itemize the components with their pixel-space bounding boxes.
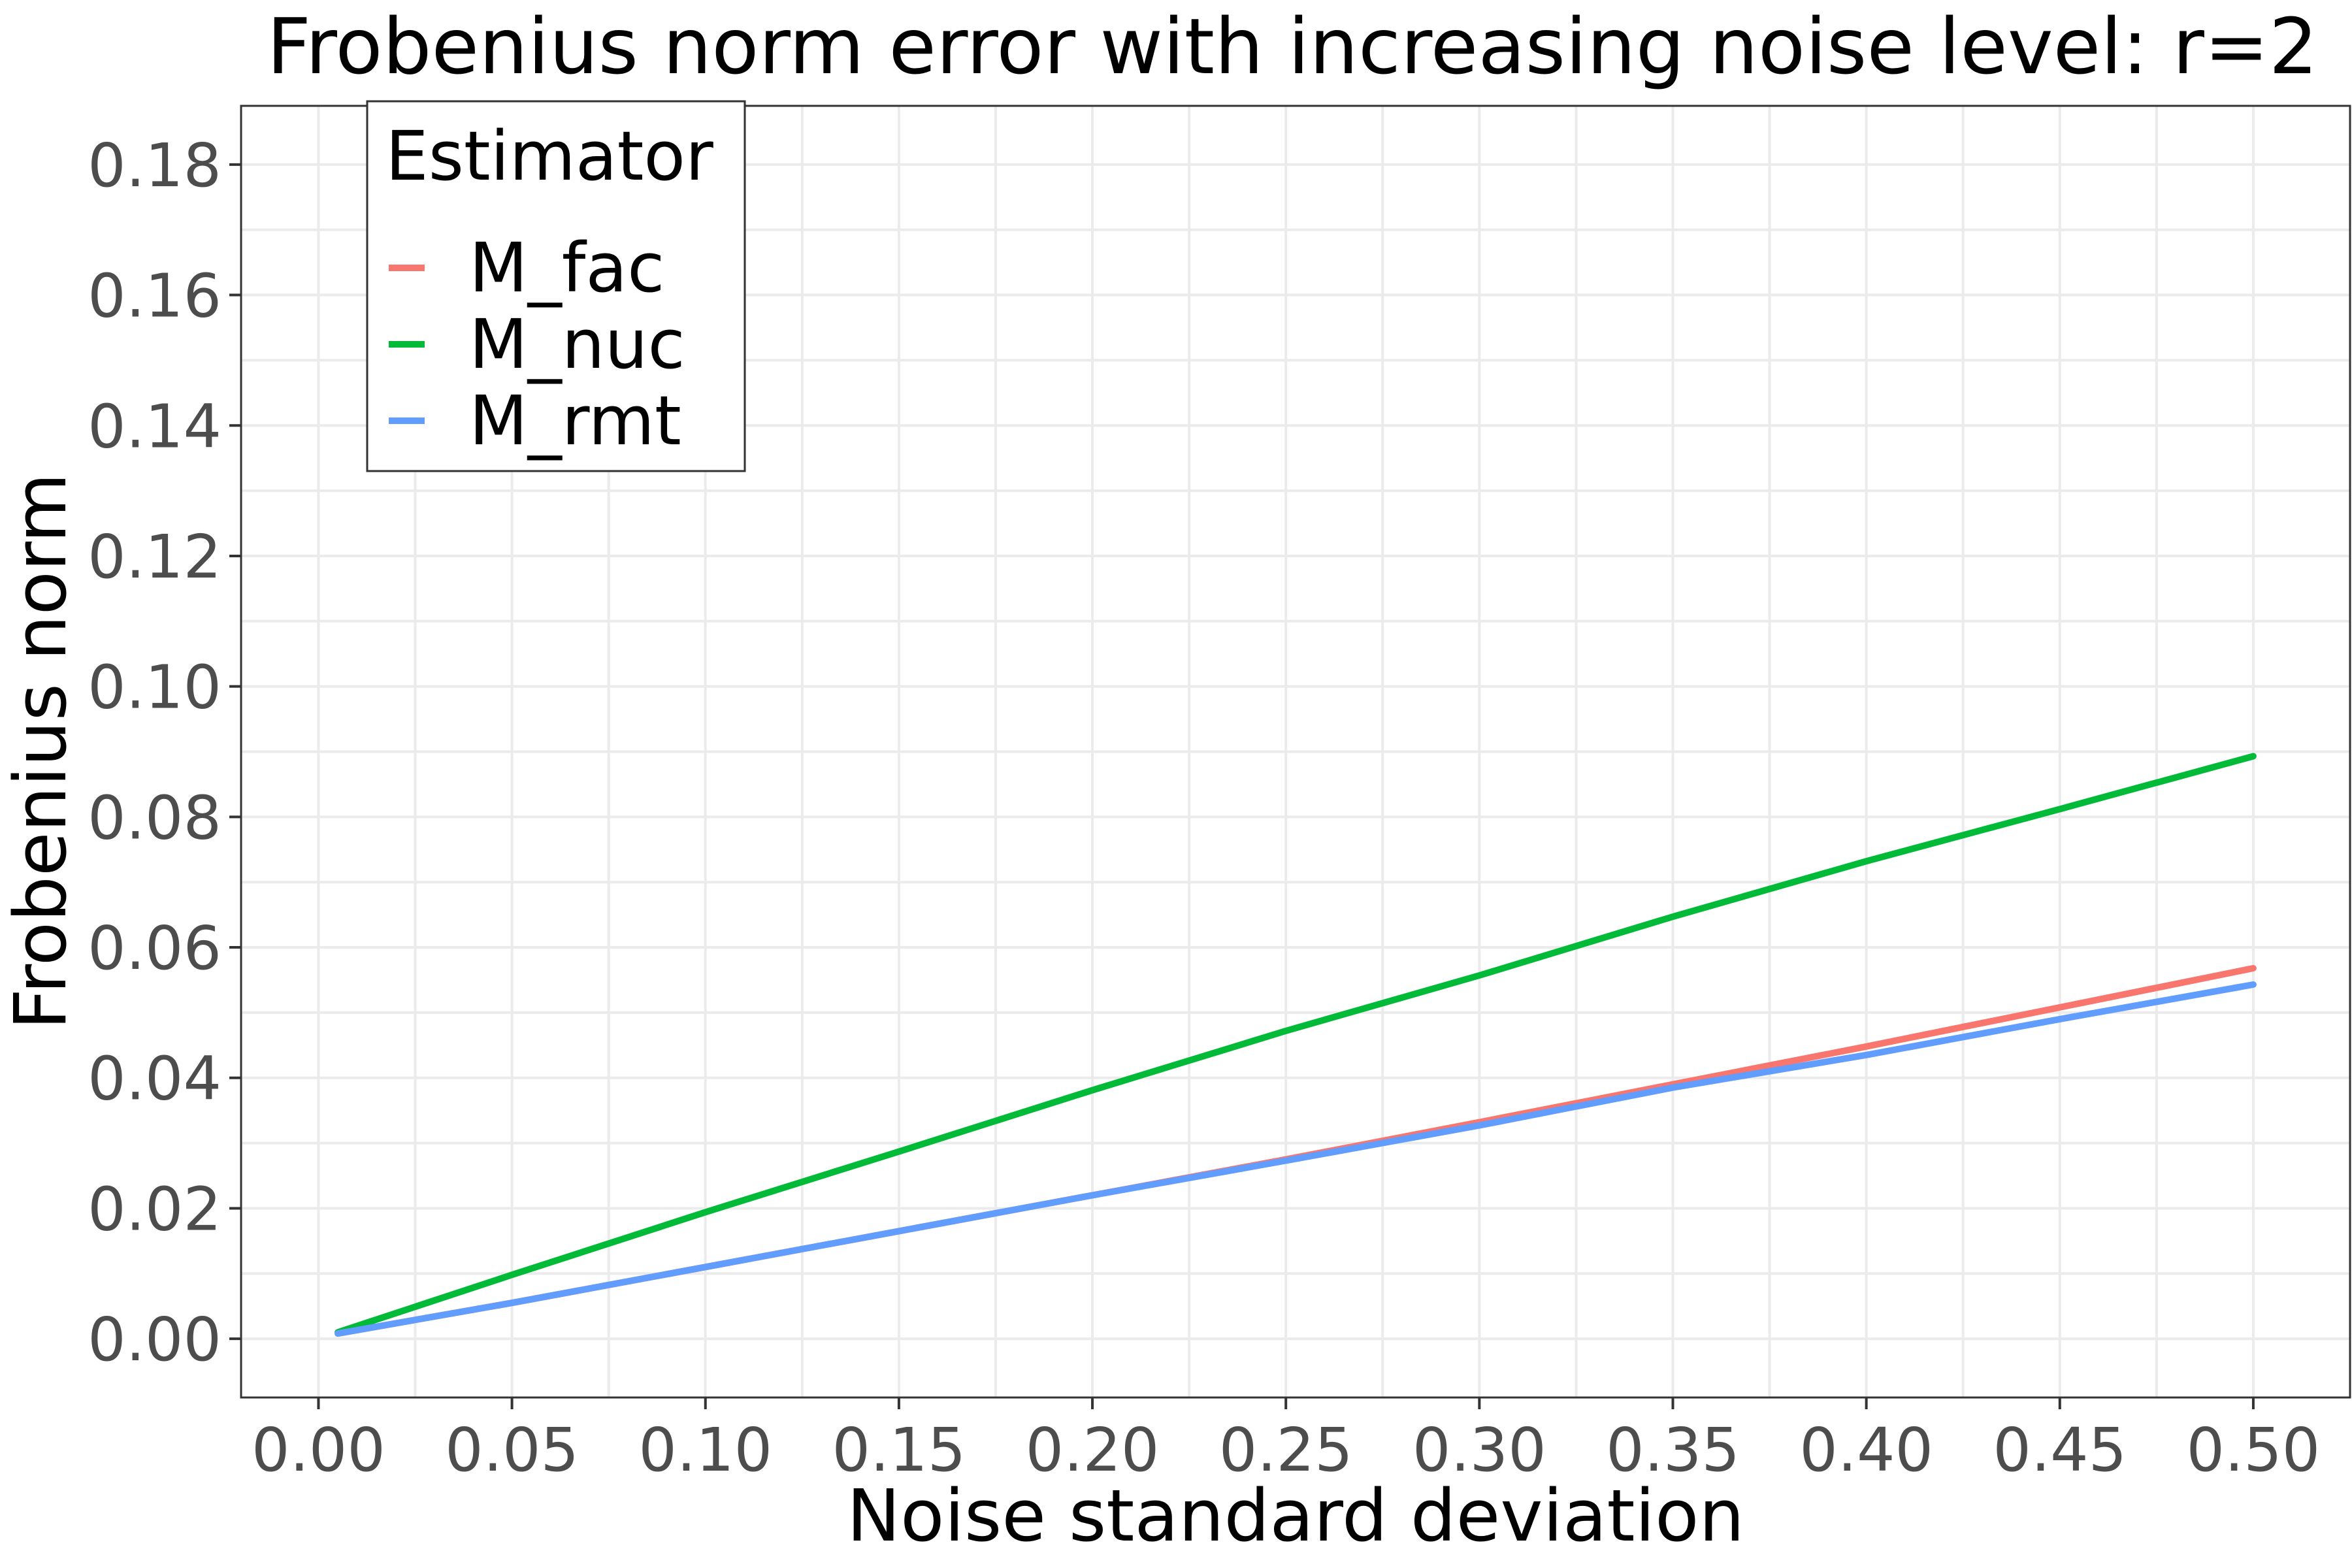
x-tick-label: 0.10 bbox=[638, 1415, 772, 1485]
x-tick-label: 0.05 bbox=[445, 1415, 579, 1485]
x-tick-label: 0.30 bbox=[1413, 1415, 1546, 1485]
y-axis-title: Frobenius norm bbox=[0, 473, 82, 1030]
y-tick-label: 0.18 bbox=[88, 131, 221, 201]
y-tick-label: 0.14 bbox=[88, 391, 221, 461]
x-tick-label: 0.35 bbox=[1606, 1415, 1740, 1485]
y-axis: 0.00 0.02 0.04 0.06 0.08 0.10 0.12 0.14 0.16 0.18 bbox=[88, 131, 241, 1375]
legend-label-m-fac: M_fac bbox=[469, 228, 664, 308]
x-axis: 0.00 0.05 0.10 0.15 0.20 0.25 0.30 0.35 0.40 0.45… bbox=[252, 1397, 2320, 1485]
legend-title: Estimator bbox=[385, 116, 713, 196]
legend-box bbox=[366, 100, 746, 472]
x-tick-label: 0.45 bbox=[1993, 1415, 2127, 1485]
grid bbox=[241, 106, 2350, 1397]
y-tick-label: 0.04 bbox=[88, 1044, 221, 1114]
x-axis-title: Noise standard deviation bbox=[847, 1474, 1744, 1558]
x-tick-label: 0.00 bbox=[252, 1415, 385, 1485]
x-tick-label: 0.15 bbox=[832, 1415, 966, 1485]
y-tick-label: 0.06 bbox=[88, 913, 221, 983]
y-tick-label: 0.08 bbox=[88, 783, 221, 853]
x-tick-label: 0.40 bbox=[1799, 1415, 1933, 1485]
legend-label-m-rmt: M_rmt bbox=[469, 381, 681, 461]
chart-title: Frobenius norm error with increasing noi… bbox=[267, 1, 2318, 91]
legend-label-m-nuc: M_nuc bbox=[469, 304, 685, 384]
y-tick-label: 0.16 bbox=[88, 261, 221, 331]
series-line-m-rmt bbox=[335, 981, 2257, 1337]
x-tick-label: 0.25 bbox=[1219, 1415, 1353, 1485]
y-tick-label: 0.12 bbox=[88, 522, 221, 592]
series-layer bbox=[335, 753, 2257, 1337]
x-tick-label: 0.50 bbox=[2187, 1415, 2321, 1485]
series-line-m-nuc bbox=[335, 753, 2257, 1336]
plot-panel-border bbox=[240, 105, 2351, 1399]
y-tick-label: 0.10 bbox=[88, 653, 221, 723]
x-tick-label: 0.20 bbox=[1026, 1415, 1160, 1485]
y-tick-label: 0.02 bbox=[88, 1174, 221, 1244]
y-tick-label: 0.00 bbox=[88, 1305, 221, 1375]
